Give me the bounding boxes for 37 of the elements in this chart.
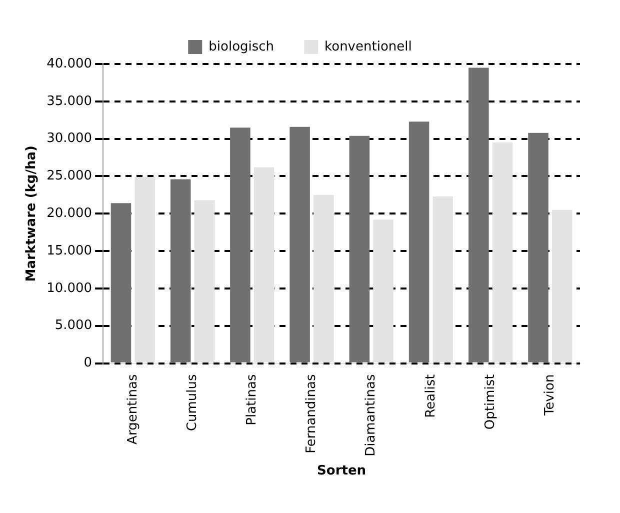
bar <box>432 196 454 362</box>
bar <box>492 142 513 362</box>
y-tick-label: 25.000 <box>46 168 92 184</box>
y-tick-label: 35.000 <box>46 94 92 109</box>
bar <box>528 132 548 362</box>
bar <box>254 167 274 362</box>
bar <box>170 179 191 362</box>
bar <box>552 210 572 362</box>
legend-label: biologisch <box>208 39 274 54</box>
bar <box>110 203 132 362</box>
y-tick-label: 0 <box>84 356 92 371</box>
y-tick-label: 30.000 <box>46 131 92 146</box>
x-tick-label: Cumulus <box>184 374 200 432</box>
bar <box>373 220 394 362</box>
y-tick-label: 20.000 <box>46 206 92 221</box>
x-tick-label: Argentinas <box>125 374 140 444</box>
x-tick-label: Tevion <box>542 374 558 416</box>
legend-label: konventionell <box>324 39 412 54</box>
x-tick-label: Fernandinas <box>304 374 320 454</box>
bar <box>468 68 489 362</box>
x-tick-label: Diamantinas <box>364 374 379 456</box>
bar <box>408 122 430 362</box>
x-axis-title: Sorten <box>317 464 366 479</box>
y-axis-title: Marktware (kg/ha) <box>24 146 40 282</box>
bar <box>134 176 155 362</box>
bar <box>290 126 310 362</box>
y-tick-label: 40.000 <box>46 56 92 72</box>
bar <box>349 136 370 362</box>
x-tick-label: Realist <box>423 374 438 418</box>
y-tick-label: 5.000 <box>54 318 92 334</box>
bar <box>194 200 215 362</box>
x-tick-label: Platinas <box>244 374 260 426</box>
x-tick-label: Optimist <box>482 374 498 430</box>
y-tick-label: 15.000 <box>46 243 92 258</box>
bar <box>314 194 334 362</box>
bar <box>230 128 250 362</box>
y-tick-label: 10.000 <box>46 280 92 296</box>
